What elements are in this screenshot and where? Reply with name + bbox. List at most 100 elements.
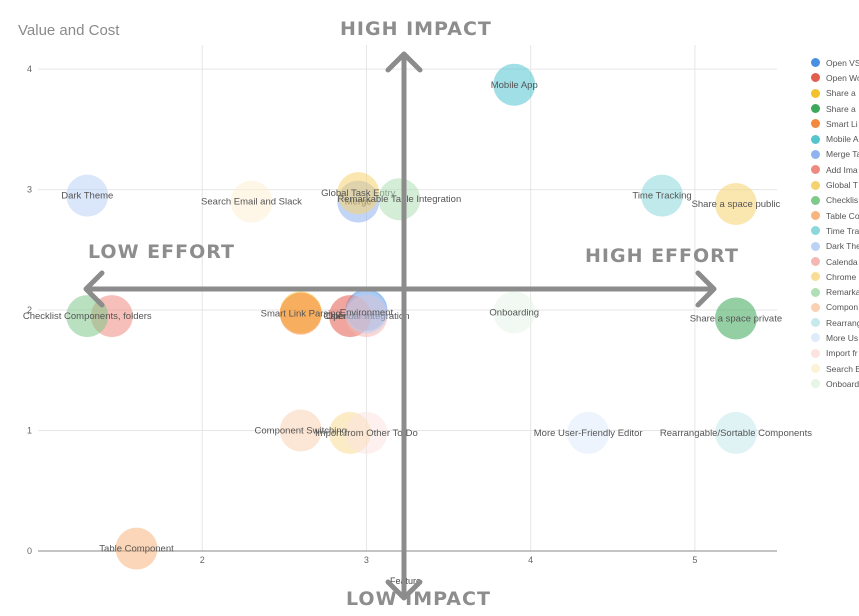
legend-item[interactable]: Remarka	[811, 284, 859, 299]
legend-label: Share a	[826, 103, 856, 114]
legend-item[interactable]: Open Wo	[811, 70, 859, 85]
legend-label: Checklis	[826, 195, 859, 206]
data-point[interactable]	[279, 409, 322, 452]
data-point[interactable]	[66, 295, 109, 338]
legend-item[interactable]: Open VS	[811, 55, 859, 70]
legend-label: Open VS	[826, 57, 859, 68]
legend-swatch	[811, 195, 820, 205]
data-label: Search Email and Slack	[201, 197, 302, 208]
legend-label: Table Co	[826, 210, 859, 221]
legend-item[interactable]: Table Co	[811, 208, 859, 223]
quadrant-label-low-effort: LOW EFFORT	[88, 241, 235, 263]
data-label: Checklist Components, folders	[23, 311, 152, 322]
legend-item[interactable]: Time Tra	[811, 223, 859, 238]
data-point[interactable]	[115, 527, 158, 570]
y-tick-label: 0	[27, 546, 32, 556]
legend-label: Rearrang	[826, 317, 859, 328]
data-label: Table Component	[99, 544, 174, 555]
chart-legend: Open VS Open Wo Share a Share a Smart Li Mobi…	[811, 55, 859, 392]
data-point[interactable]	[714, 297, 757, 340]
legend-item[interactable]: Import fr	[811, 346, 859, 361]
legend-item[interactable]: Mobile A	[811, 131, 859, 146]
data-point[interactable]	[493, 63, 536, 106]
legend-swatch	[811, 165, 820, 175]
legend-swatch	[811, 58, 820, 68]
legend-label: Global T	[826, 180, 858, 191]
data-label: Component Switching	[255, 426, 347, 437]
data-label: Time Tracking	[632, 191, 691, 202]
legend-item[interactable]: Share a	[811, 86, 859, 101]
y-tick-label: 3	[27, 185, 32, 195]
data-point[interactable]	[567, 411, 610, 454]
quadrant-label-low-impact: LOW IMPACT	[346, 588, 491, 610]
x-tick-label: 5	[692, 555, 697, 565]
data-point[interactable]	[345, 291, 388, 334]
y-tick-label: 1	[27, 426, 32, 436]
legend-item[interactable]: More Us	[811, 330, 859, 345]
legend-swatch	[811, 119, 820, 129]
data-label: More User-Friendly Editor	[534, 428, 643, 439]
data-point[interactable]	[714, 411, 757, 454]
data-label: Share a space private	[690, 313, 782, 324]
legend-item[interactable]: Search E	[811, 361, 859, 376]
legend-swatch	[811, 180, 820, 190]
legend-label: Search E	[826, 363, 859, 374]
arrowhead-right	[695, 270, 717, 308]
data-label: Remarkable Table Integration	[337, 194, 461, 205]
legend-label: Calenda	[826, 256, 858, 267]
legend-swatch	[811, 241, 820, 251]
legend-item[interactable]: Share a	[811, 101, 859, 116]
legend-item[interactable]: Chrome	[811, 269, 859, 284]
chart-title: Value and Cost	[18, 22, 120, 39]
legend-label: Onboard	[826, 378, 859, 389]
legend-label: Smart Li	[826, 118, 858, 129]
legend-swatch	[811, 257, 820, 266]
data-point[interactable]	[714, 183, 757, 226]
legend-item[interactable]: Checklis	[811, 193, 859, 208]
legend-label: Time Tra	[826, 225, 859, 236]
data-point[interactable]	[337, 172, 380, 215]
data-point[interactable]	[493, 291, 536, 334]
data-label: Share a space public	[692, 199, 781, 210]
legend-item[interactable]: Onboard	[811, 376, 859, 391]
legend-item[interactable]: Dark The	[811, 239, 859, 254]
legend-item[interactable]: Compon	[811, 300, 859, 315]
legend-label: Remarka	[826, 287, 859, 298]
data-point[interactable]	[230, 180, 273, 223]
legend-swatch	[811, 104, 820, 114]
data-point[interactable]	[641, 174, 684, 217]
legend-label: Import fr	[826, 348, 858, 359]
quadrant-arrows	[83, 51, 717, 601]
legend-label: Compon	[826, 302, 859, 313]
legend-swatch	[811, 272, 820, 282]
legend-item[interactable]: Global T	[811, 177, 859, 192]
legend-swatch	[811, 73, 820, 83]
legend-label: Open Wo	[826, 72, 859, 83]
data-point[interactable]	[378, 178, 421, 221]
data-point[interactable]	[279, 292, 322, 335]
legend-item[interactable]: Calenda	[811, 254, 859, 269]
chart-grid	[38, 45, 777, 552]
legend-swatch	[811, 302, 820, 312]
arrowhead-up	[385, 51, 423, 73]
data-label: Import from Other To-Do	[315, 428, 418, 439]
legend-swatch	[811, 211, 820, 221]
legend-label: Merge Ta	[826, 149, 859, 160]
legend-item[interactable]: Rearrang	[811, 315, 859, 330]
legend-swatch	[811, 134, 820, 144]
legend-label: Mobile A	[826, 134, 859, 145]
legend-swatch	[811, 287, 820, 297]
legend-label: More Us	[826, 332, 859, 343]
data-label: Global Task Entry	[321, 188, 396, 199]
legend-item[interactable]: Add Ima	[811, 162, 859, 177]
legend-swatch	[811, 226, 820, 236]
data-label: Environment	[340, 307, 394, 318]
legend-item[interactable]: Merge Ta	[811, 147, 859, 162]
data-point[interactable]	[66, 174, 109, 217]
legend-item[interactable]: Smart Li	[811, 116, 859, 131]
legend-label: Chrome	[826, 271, 857, 282]
quadrant-label-high-effort: HIGH EFFORT	[585, 245, 739, 267]
data-point[interactable]	[345, 411, 388, 454]
y-tick-label: 4	[27, 64, 32, 74]
